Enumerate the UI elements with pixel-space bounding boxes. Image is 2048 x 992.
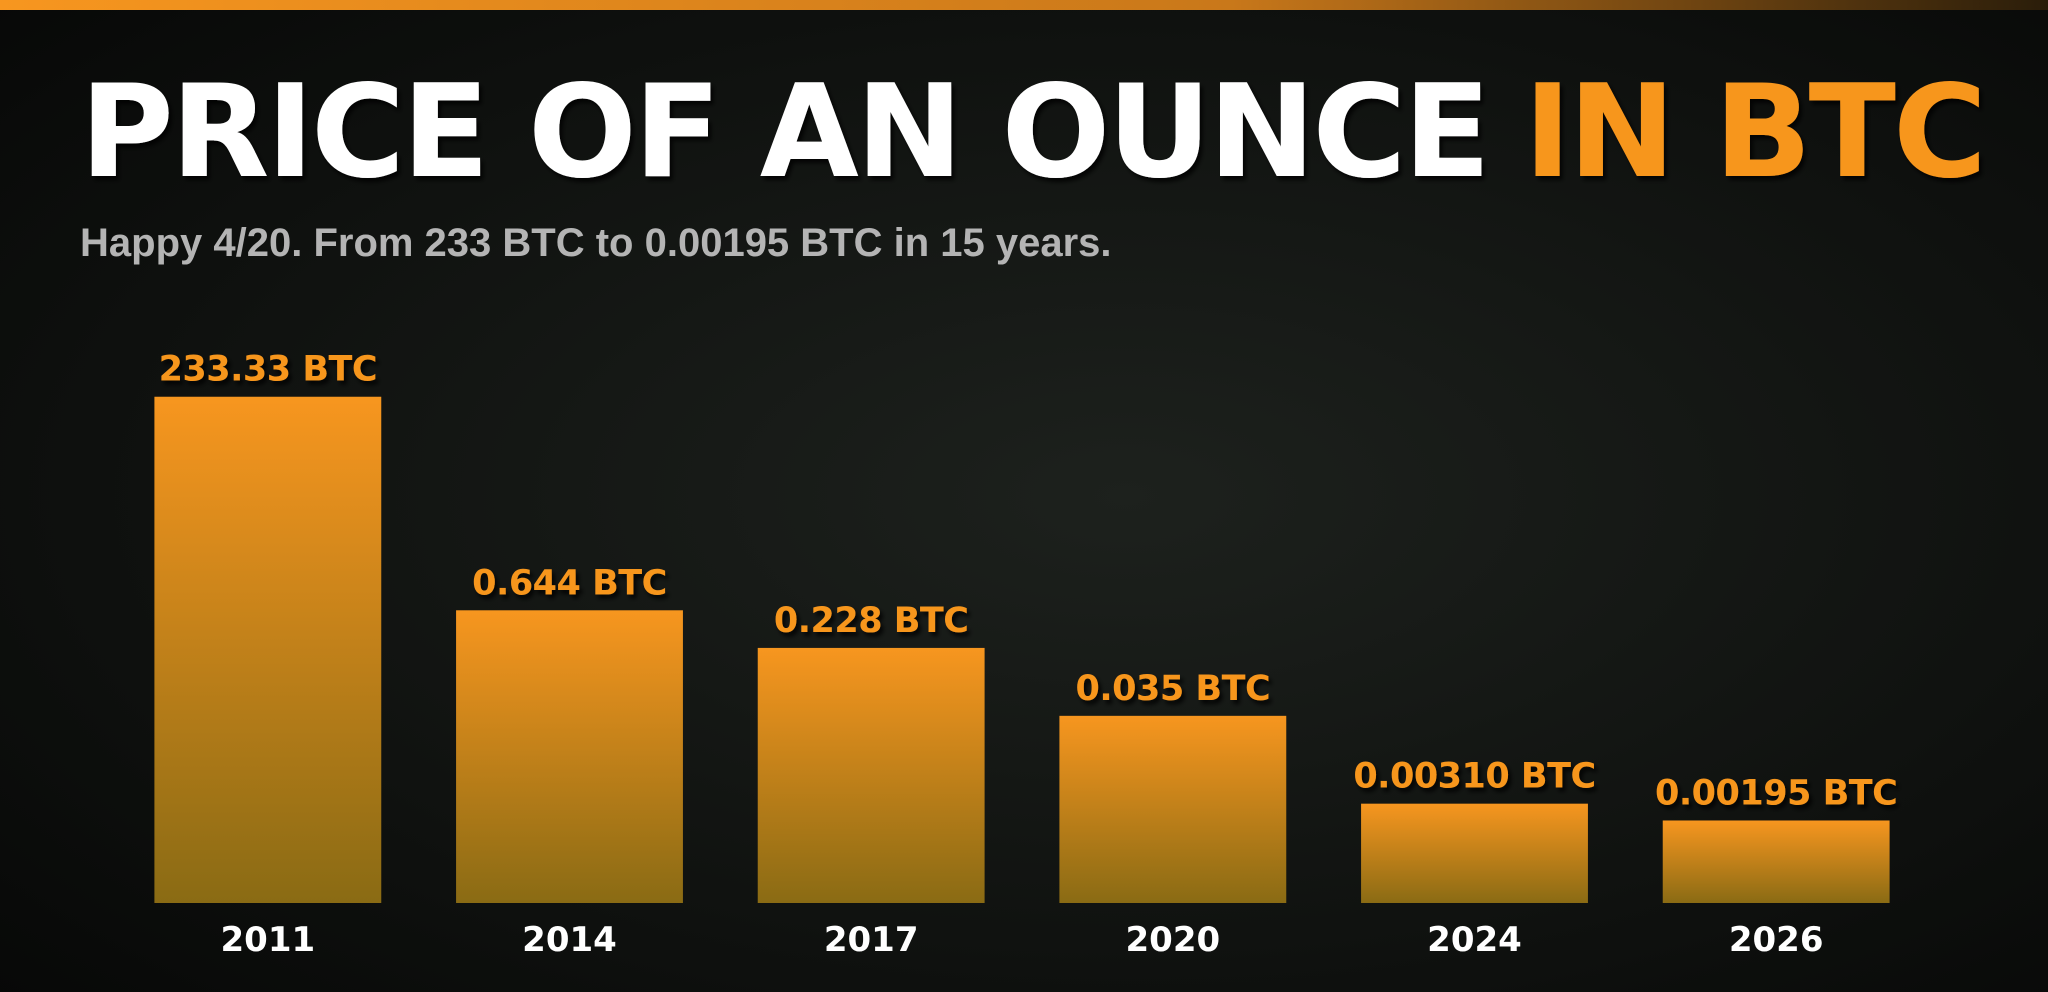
top-stripe xyxy=(0,0,2048,10)
value-label: 0.644 BTC xyxy=(472,563,667,603)
bar xyxy=(1059,715,1287,903)
value-label: 0.00310 BTC xyxy=(1353,757,1595,797)
chart-title-highlight: IN BTC xyxy=(1524,58,1984,207)
x-tick-label: 2011 xyxy=(221,920,316,960)
x-tick-label: 2020 xyxy=(1126,920,1221,960)
x-tick-label: 2026 xyxy=(1729,920,1824,960)
bar xyxy=(456,610,683,903)
value-label: 0.228 BTC xyxy=(774,601,969,641)
chart-subtitle: Happy 4/20. From 233 BTC to 0.00195 BTC … xyxy=(80,221,1112,265)
value-label: 233.33 BTC xyxy=(159,350,377,390)
x-tick-label: 2017 xyxy=(824,920,919,960)
x-tick-label: 2024 xyxy=(1427,920,1522,960)
x-tick-label: 2014 xyxy=(522,920,617,960)
bar xyxy=(154,396,382,903)
chart-title: PRICE OF AN OUNCE xyxy=(80,58,1488,207)
value-label: 0.00195 BTC xyxy=(1655,773,1897,813)
bar xyxy=(757,647,985,903)
bar xyxy=(1662,820,1890,903)
value-label: 0.035 BTC xyxy=(1076,669,1271,709)
bar xyxy=(1361,803,1588,903)
